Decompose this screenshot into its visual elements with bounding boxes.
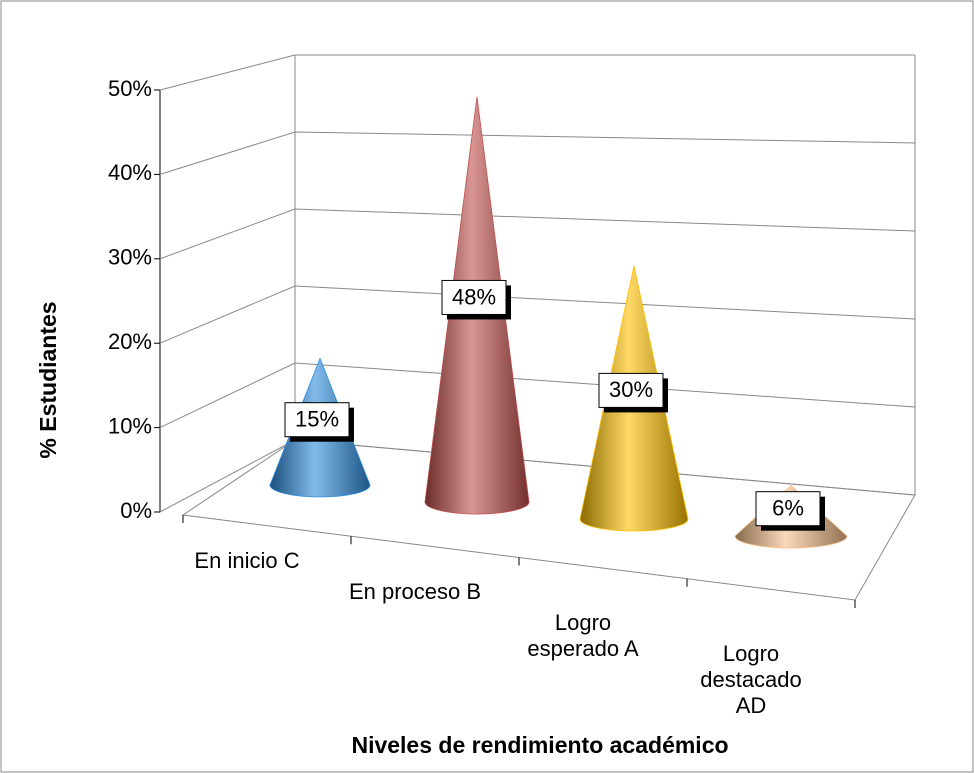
x-tick-label: En proceso B bbox=[348, 578, 482, 604]
data-label: 15% bbox=[295, 407, 339, 432]
label-box bbox=[441, 279, 507, 315]
y-tick-label: 10% bbox=[108, 413, 152, 438]
grid-line bbox=[159, 285, 916, 344]
y-tick-label: 40% bbox=[108, 160, 152, 185]
x-tick-label: Logro esperado A bbox=[527, 610, 639, 662]
x-axis-title: Niveles de rendimiento académico bbox=[351, 732, 728, 758]
y-tick-label: 30% bbox=[108, 245, 152, 270]
data-label: 48% bbox=[452, 284, 496, 309]
data-label: 6% bbox=[772, 495, 804, 520]
label-box bbox=[284, 402, 350, 438]
grid-line bbox=[159, 362, 916, 429]
y-tick-label: 50% bbox=[108, 76, 152, 101]
x-tick-label: Logro destacado AD bbox=[700, 641, 802, 719]
x-tick-label: En inicio C bbox=[194, 547, 300, 573]
grid-line bbox=[159, 54, 915, 91]
data-label: 30% bbox=[609, 377, 653, 402]
y-tick-label: 0% bbox=[120, 498, 152, 523]
grid-line bbox=[159, 131, 916, 175]
label-box bbox=[755, 491, 821, 527]
label-box bbox=[598, 372, 664, 408]
grid-line bbox=[159, 208, 916, 260]
y-axis-title: % Estudiantes bbox=[35, 301, 61, 458]
y-tick-label: 20% bbox=[108, 329, 152, 354]
